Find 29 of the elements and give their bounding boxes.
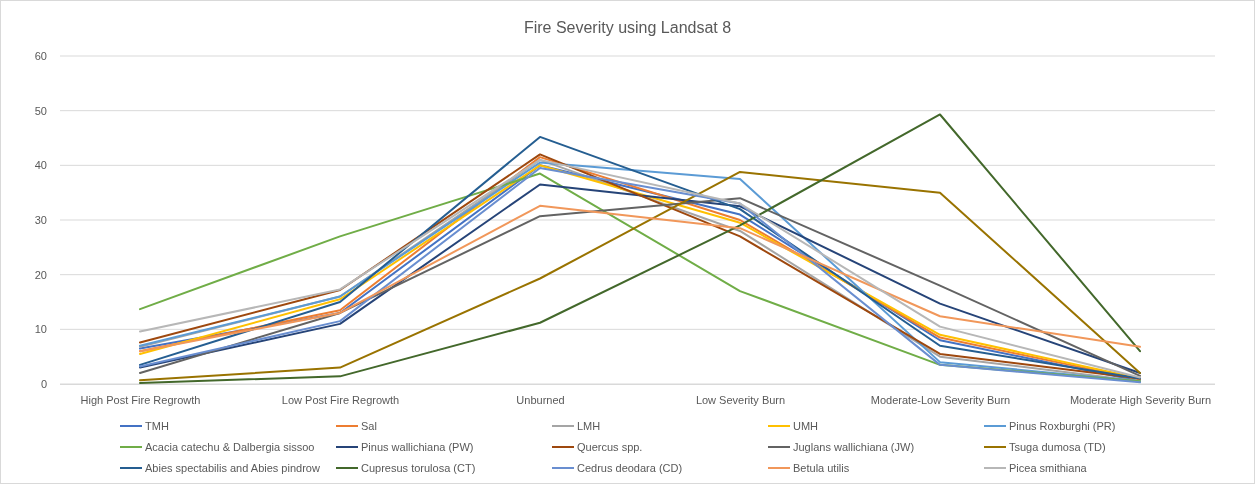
legend-label: Cedrus deodara (CD) [577,462,683,474]
x-tick-label: Unburned [516,393,565,406]
x-tick-label: Moderate High Severity Burn [1069,393,1212,406]
legend-label: Sal [361,420,377,432]
legend-label: Tsuga dumosa (TD) [1009,441,1106,453]
x-tick-label: Low Post Fire Regrowth [281,393,400,406]
y-tick-label: 30 [34,214,47,227]
y-tick-label: 10 [34,323,47,336]
legend-label: Pinus wallichiana (PW) [361,441,474,453]
legend-label: Juglans wallichiana (JW) [793,441,915,453]
y-tick-label: 20 [34,268,47,281]
y-tick-label: 0 [40,378,47,391]
x-tick-label: Low Severity Burn [695,393,786,406]
legend-label: Acacia catechu & Dalbergia sissoo [145,441,315,453]
x-tick-label: High Post Fire Regrowth [80,393,201,406]
legend-label: UMH [793,420,819,432]
legend-label: Pinus Roxburghi (PR) [1009,420,1116,432]
legend-label: LMH [577,420,601,432]
legend-label: Cupresus torulosa (CT) [361,462,476,474]
legend-label: Betula utilis [793,462,850,474]
x-tick-label: Moderate-Low Severity Burn [870,393,1011,406]
chart-title: Fire Severity using Landsat 8 [523,19,732,36]
y-tick-label: 40 [34,159,47,172]
legend-label: TMH [145,420,169,432]
legend-label: Picea smithiana [1009,462,1088,474]
legend-label: Quercus spp. [577,441,643,453]
legend-label: Abies spectabilis and Abies pindrow [145,462,320,474]
y-tick-label: 60 [34,50,47,63]
y-tick-label: 50 [34,104,47,117]
